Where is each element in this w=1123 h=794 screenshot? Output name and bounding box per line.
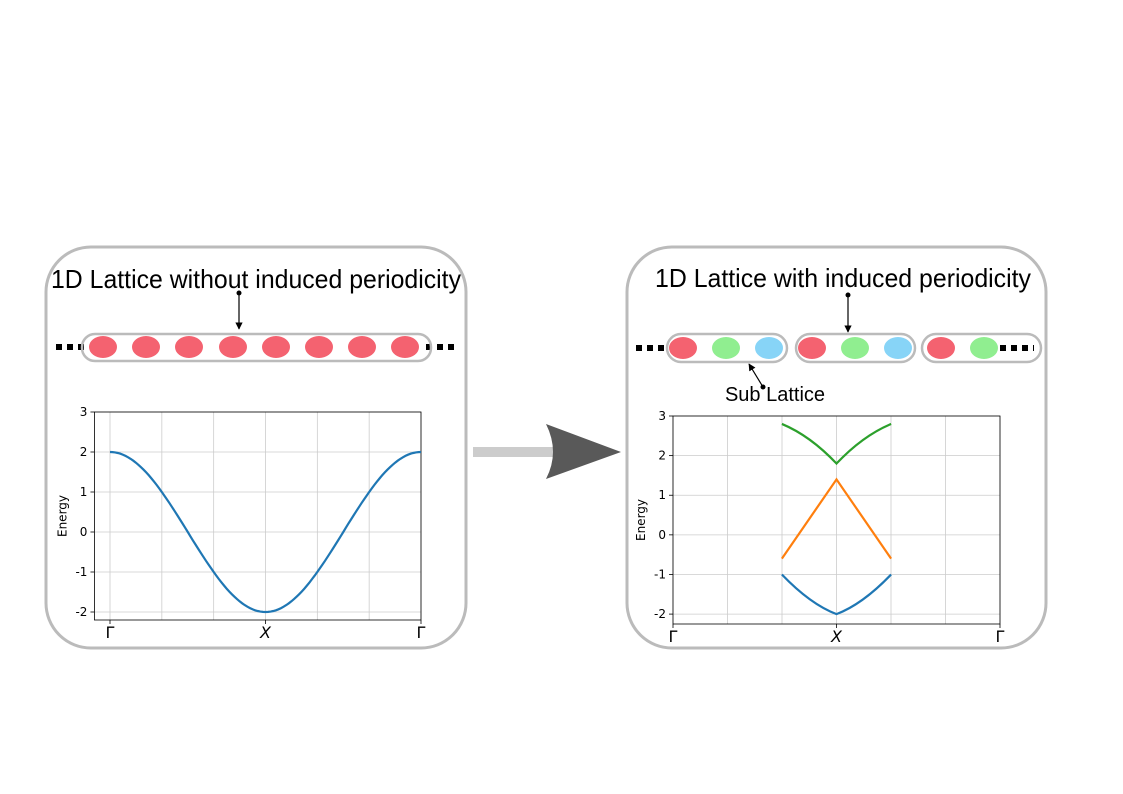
lattice-site [927,337,955,359]
lattice-site [884,337,912,359]
y-tick-label: 0 [658,528,666,542]
x-tick-label: Γ [669,627,678,646]
lattice-site [219,336,247,358]
lattice-site [132,336,160,358]
right-unit-cell-2 [794,332,917,364]
y-axis-label: Energy [55,495,69,537]
y-tick-label: -2 [75,605,87,619]
series-line [109,450,422,614]
left-panel-frame [44,245,468,650]
sublattice-arrow [748,363,764,388]
right-unit-cell-1 [665,332,789,364]
series-line [781,573,892,616]
y-tick-label: 2 [658,449,666,463]
x-tick-label: Γ [417,623,426,642]
right-panel-title: 1D Lattice with induced periodicity [655,263,1031,293]
y-tick-label: -1 [654,567,666,581]
right-unit-cell-3 [920,332,1043,364]
lattice-site [970,337,998,359]
lattice-site [712,337,740,359]
lattice-site [391,336,419,358]
y-tick-label: 2 [80,445,88,459]
series-line [780,477,893,560]
x-tick-label: Γ [996,627,1005,646]
y-tick-label: 3 [658,409,666,423]
right-lattice [636,332,1043,364]
y-tick-label: 3 [80,405,88,419]
left-sites [89,336,419,358]
lattice-site [305,336,333,358]
left-lattice [56,332,456,363]
right-sites [669,337,998,359]
transition-arrow-head [546,424,621,479]
left-panel-title: 1D Lattice without induced periodicity [51,264,461,294]
y-axis-label: Energy [634,499,648,541]
series-line [781,422,892,466]
lattice-site [798,337,826,359]
lattice-site [348,336,376,358]
left-unit-cell [80,332,433,363]
y-tick-label: 1 [658,488,666,502]
lattice-site [89,336,117,358]
transition-arrow [473,424,621,479]
left-chart: 3 2 1 0 -1 -2 Γ X Γ Energy [55,405,425,642]
lattice-site [755,337,783,359]
x-tick-label: Γ [106,623,115,642]
transition-arrow-shaft [473,447,553,457]
x-tick-label: X [830,627,843,646]
y-tick-label: -1 [75,565,87,579]
right-panel: 1D Lattice with induced periodicity Sub … [625,245,1048,650]
y-tick-label: -2 [654,607,666,621]
lattice-site [175,336,203,358]
plot-frame [94,411,422,621]
sublattice-label: Sub Lattice [725,384,825,406]
lattice-site [841,337,869,359]
y-tick-label: 0 [80,525,88,539]
lattice-site [669,337,697,359]
lattice-site [262,336,290,358]
right-panel-frame [625,245,1048,650]
left-panel: 1D Lattice without induced periodicity 3… [44,245,468,650]
y-tick-label: 1 [80,485,88,499]
x-tick-label: X [259,623,272,642]
